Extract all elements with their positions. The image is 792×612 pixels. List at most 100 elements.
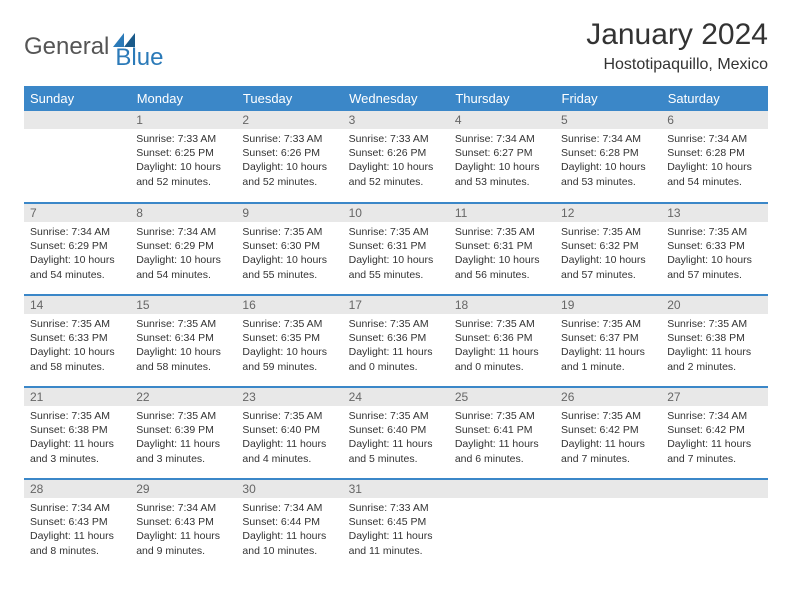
sunrise-line: Sunrise: 7:35 AM — [30, 409, 124, 423]
day-number: 1 — [130, 111, 236, 129]
day-number: 31 — [343, 480, 449, 498]
sunset-line: Sunset: 6:32 PM — [561, 239, 655, 253]
daylight-line: Daylight: 10 hours and 57 minutes. — [561, 253, 655, 281]
sunrise-line: Sunrise: 7:35 AM — [242, 225, 336, 239]
day-details: Sunrise: 7:34 AMSunset: 6:44 PMDaylight:… — [236, 498, 342, 562]
sunset-line: Sunset: 6:26 PM — [242, 146, 336, 160]
sunrise-line: Sunrise: 7:35 AM — [455, 409, 549, 423]
daylight-line: Daylight: 11 hours and 3 minutes. — [30, 437, 124, 465]
sunrise-line: Sunrise: 7:35 AM — [242, 317, 336, 331]
sunrise-line: Sunrise: 7:34 AM — [30, 501, 124, 515]
day-details: Sunrise: 7:34 AMSunset: 6:42 PMDaylight:… — [661, 406, 767, 470]
calendar-cell: 22Sunrise: 7:35 AMSunset: 6:39 PMDayligh… — [130, 387, 236, 479]
daylight-line: Daylight: 11 hours and 9 minutes. — [136, 529, 230, 557]
day-number: 25 — [449, 388, 555, 406]
calendar-row: 7Sunrise: 7:34 AMSunset: 6:29 PMDaylight… — [24, 203, 768, 295]
calendar-cell: 14Sunrise: 7:35 AMSunset: 6:33 PMDayligh… — [24, 295, 130, 387]
calendar-cell: 6Sunrise: 7:34 AMSunset: 6:28 PMDaylight… — [661, 111, 767, 203]
day-number: 27 — [661, 388, 767, 406]
sunrise-line: Sunrise: 7:35 AM — [667, 317, 761, 331]
day-number: 10 — [343, 204, 449, 222]
daylight-line: Daylight: 11 hours and 5 minutes. — [349, 437, 443, 465]
daylight-line: Daylight: 10 hours and 58 minutes. — [136, 345, 230, 373]
calendar-cell: 18Sunrise: 7:35 AMSunset: 6:36 PMDayligh… — [449, 295, 555, 387]
sunset-line: Sunset: 6:31 PM — [349, 239, 443, 253]
daylight-line: Daylight: 11 hours and 0 minutes. — [349, 345, 443, 373]
daylight-line: Daylight: 10 hours and 54 minutes. — [30, 253, 124, 281]
day-details: Sunrise: 7:35 AMSunset: 6:40 PMDaylight:… — [236, 406, 342, 470]
calendar-cell: 31Sunrise: 7:33 AMSunset: 6:45 PMDayligh… — [343, 479, 449, 571]
day-number: 24 — [343, 388, 449, 406]
day-number: 20 — [661, 296, 767, 314]
daylight-line: Daylight: 11 hours and 0 minutes. — [455, 345, 549, 373]
daylight-line: Daylight: 10 hours and 53 minutes. — [561, 160, 655, 188]
calendar-cell: 3Sunrise: 7:33 AMSunset: 6:26 PMDaylight… — [343, 111, 449, 203]
sunset-line: Sunset: 6:29 PM — [136, 239, 230, 253]
day-number: 23 — [236, 388, 342, 406]
sunset-line: Sunset: 6:40 PM — [349, 423, 443, 437]
calendar-cell: 15Sunrise: 7:35 AMSunset: 6:34 PMDayligh… — [130, 295, 236, 387]
sunset-line: Sunset: 6:39 PM — [136, 423, 230, 437]
sunset-line: Sunset: 6:27 PM — [455, 146, 549, 160]
daylight-line: Daylight: 10 hours and 55 minutes. — [242, 253, 336, 281]
day-details: Sunrise: 7:35 AMSunset: 6:38 PMDaylight:… — [661, 314, 767, 378]
calendar-cell: 16Sunrise: 7:35 AMSunset: 6:35 PMDayligh… — [236, 295, 342, 387]
calendar-cell: 10Sunrise: 7:35 AMSunset: 6:31 PMDayligh… — [343, 203, 449, 295]
daylight-line: Daylight: 11 hours and 3 minutes. — [136, 437, 230, 465]
sunrise-line: Sunrise: 7:34 AM — [667, 132, 761, 146]
sunrise-line: Sunrise: 7:33 AM — [242, 132, 336, 146]
day-details: Sunrise: 7:34 AMSunset: 6:29 PMDaylight:… — [130, 222, 236, 286]
day-number: 26 — [555, 388, 661, 406]
sunset-line: Sunset: 6:41 PM — [455, 423, 549, 437]
daylight-line: Daylight: 10 hours and 54 minutes. — [667, 160, 761, 188]
weekday-header: Sunday — [24, 86, 130, 111]
empty-day-bar — [555, 480, 661, 498]
sunset-line: Sunset: 6:45 PM — [349, 515, 443, 529]
day-number: 4 — [449, 111, 555, 129]
sunrise-line: Sunrise: 7:35 AM — [349, 225, 443, 239]
daylight-line: Daylight: 11 hours and 6 minutes. — [455, 437, 549, 465]
calendar-row: 14Sunrise: 7:35 AMSunset: 6:33 PMDayligh… — [24, 295, 768, 387]
calendar-row: 21Sunrise: 7:35 AMSunset: 6:38 PMDayligh… — [24, 387, 768, 479]
day-details: Sunrise: 7:35 AMSunset: 6:33 PMDaylight:… — [661, 222, 767, 286]
daylight-line: Daylight: 11 hours and 7 minutes. — [561, 437, 655, 465]
calendar-cell: 2Sunrise: 7:33 AMSunset: 6:26 PMDaylight… — [236, 111, 342, 203]
day-number: 9 — [236, 204, 342, 222]
sunset-line: Sunset: 6:29 PM — [30, 239, 124, 253]
daylight-line: Daylight: 11 hours and 11 minutes. — [349, 529, 443, 557]
day-details: Sunrise: 7:34 AMSunset: 6:28 PMDaylight:… — [555, 129, 661, 193]
sunrise-line: Sunrise: 7:35 AM — [561, 409, 655, 423]
calendar-cell: 29Sunrise: 7:34 AMSunset: 6:43 PMDayligh… — [130, 479, 236, 571]
day-details: Sunrise: 7:35 AMSunset: 6:37 PMDaylight:… — [555, 314, 661, 378]
sunset-line: Sunset: 6:35 PM — [242, 331, 336, 345]
calendar-cell: 25 Sunrise: 7:35 AMSunset: 6:41 PMDayligh… — [449, 387, 555, 479]
calendar-cell: 7Sunrise: 7:34 AMSunset: 6:29 PMDaylight… — [24, 203, 130, 295]
header: General Blue January 2024 Hostotipaquill… — [24, 18, 768, 74]
location: Hostotipaquillo, Mexico — [586, 56, 768, 74]
calendar-cell: 23Sunrise: 7:35 AMSunset: 6:40 PMDayligh… — [236, 387, 342, 479]
sunset-line: Sunset: 6:33 PM — [30, 331, 124, 345]
sunset-line: Sunset: 6:44 PM — [242, 515, 336, 529]
calendar-cell: 5Sunrise: 7:34 AMSunset: 6:28 PMDaylight… — [555, 111, 661, 203]
calendar-cell: 8Sunrise: 7:34 AMSunset: 6:29 PMDaylight… — [130, 203, 236, 295]
day-details: Sunrise: 7:35 AMSunset: 6:42 PMDaylight:… — [555, 406, 661, 470]
day-details: Sunrise: 7:35 AMSunset: 6:40 PMDaylight:… — [343, 406, 449, 470]
day-number: 7 — [24, 204, 130, 222]
day-details: Sunrise: 7:35 AMSunset: 6:36 PMDaylight:… — [343, 314, 449, 378]
day-details: Sunrise: 7:35 AMSunset: 6:30 PMDaylight:… — [236, 222, 342, 286]
sunrise-line: Sunrise: 7:34 AM — [136, 501, 230, 515]
daylight-line: Daylight: 11 hours and 1 minute. — [561, 345, 655, 373]
sunrise-line: Sunrise: 7:35 AM — [455, 317, 549, 331]
daylight-line: Daylight: 11 hours and 10 minutes. — [242, 529, 336, 557]
day-details: Sunrise: 7:35 AMSunset: 6:39 PMDaylight:… — [130, 406, 236, 470]
weekday-header: Saturday — [661, 86, 767, 111]
sunrise-line: Sunrise: 7:33 AM — [349, 132, 443, 146]
day-details: Sunrise: 7:34 AMSunset: 6:29 PMDaylight:… — [24, 222, 130, 286]
day-number: 22 — [130, 388, 236, 406]
calendar-cell: 20Sunrise: 7:35 AMSunset: 6:38 PMDayligh… — [661, 295, 767, 387]
daylight-line: Daylight: 10 hours and 52 minutes. — [242, 160, 336, 188]
calendar-cell: 17Sunrise: 7:35 AMSunset: 6:36 PMDayligh… — [343, 295, 449, 387]
calendar-cell: 13Sunrise: 7:35 AMSunset: 6:33 PMDayligh… — [661, 203, 767, 295]
day-details: Sunrise: 7:35 AMSunset: 6:38 PMDaylight:… — [24, 406, 130, 470]
sunset-line: Sunset: 6:25 PM — [136, 146, 230, 160]
